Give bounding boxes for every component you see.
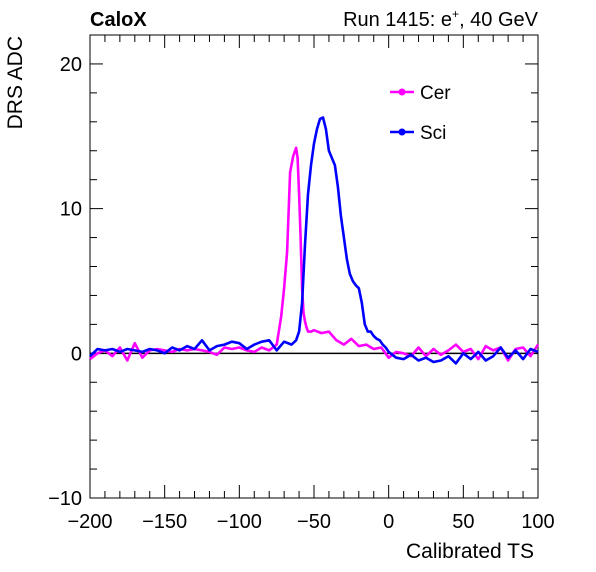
run-info: Run 1415: e+, 40 GeV [343, 7, 539, 31]
run-info-superscript: + [452, 7, 459, 21]
x-tick-label: −200 [67, 511, 112, 533]
x-tick-label: 0 [383, 511, 394, 533]
axis-ticks [89, 34, 539, 499]
x-tick-label: 50 [452, 511, 474, 533]
series-layer [89, 116, 540, 365]
x-axis-label: Calibrated TS [406, 540, 534, 563]
series-line-sci [89, 116, 539, 365]
plot-frame [89, 34, 539, 499]
legend: Cer Sci [390, 83, 451, 144]
experiment-label: CaloX [90, 9, 147, 31]
x-tick-label: −150 [142, 511, 187, 533]
y-tick-label: −10 [48, 488, 82, 510]
run-info-rest: , 40 GeV [459, 9, 539, 31]
y-tick-label: 20 [60, 54, 82, 76]
x-tick-label: 100 [521, 511, 554, 533]
y-axis-label: DRS ADC [4, 36, 27, 129]
y-tick-label: 10 [60, 199, 82, 221]
x-tick-label: −100 [217, 511, 262, 533]
series-line-cer [89, 146, 540, 362]
x-tick-label: −50 [297, 511, 331, 533]
legend-marker-cer [398, 88, 406, 96]
legend-label-cer: Cer [420, 83, 451, 104]
legend-marker-sci [398, 128, 406, 136]
legend-label-sci: Sci [420, 123, 446, 144]
y-tick-label: 0 [71, 343, 82, 365]
run-info-main: Run 1415: e [343, 9, 452, 31]
